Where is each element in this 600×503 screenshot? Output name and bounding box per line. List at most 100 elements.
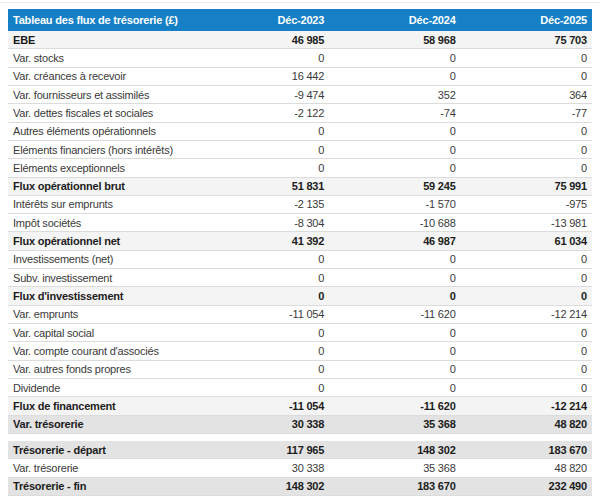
row-value: 0: [461, 290, 592, 302]
row-value: 0: [329, 253, 460, 265]
table-row: Eléments financiers (hors intérêts)000: [8, 141, 592, 159]
table-row: Flux opérationnel brut51 83159 24575 991: [8, 178, 592, 196]
table-row: Trésorerie - départ117 965148 302183 670: [8, 441, 592, 459]
row-value: -2 135: [198, 198, 329, 210]
row-label: Flux opérationnel net: [8, 235, 198, 247]
table-row: Var. trésorerie30 33835 36848 820: [8, 416, 592, 434]
row-value: 0: [198, 125, 329, 137]
row-value: 0: [198, 382, 329, 394]
row-value: 0: [198, 144, 329, 156]
row-value: 48 820: [461, 462, 592, 474]
table-row: Autres éléments opérationnels000: [8, 123, 592, 141]
row-label: Var. trésorerie: [8, 462, 198, 474]
row-label: Var. autres fonds propres: [8, 363, 198, 375]
table-summary: Trésorerie - départ117 965148 302183 670…: [8, 441, 592, 496]
row-label: Impôt sociétés: [8, 217, 198, 229]
row-value: 0: [461, 52, 592, 64]
row-value: 59 245: [329, 180, 460, 192]
row-value: 0: [329, 327, 460, 339]
row-value: 0: [329, 52, 460, 64]
row-value: 48 820: [461, 418, 592, 430]
table-row: Subv. investissement000: [8, 269, 592, 287]
row-value: 117 965: [198, 444, 329, 456]
row-value: 0: [461, 327, 592, 339]
row-label: Subv. investissement: [8, 272, 198, 284]
row-label: Eléments exceptionnels: [8, 162, 198, 174]
row-value: 183 670: [329, 480, 460, 492]
row-value: 0: [198, 345, 329, 357]
row-value: -74: [329, 107, 460, 119]
table-row: Var. autres fonds propres000: [8, 361, 592, 379]
table-row: Var. dettes fiscales et sociales-2 122-7…: [8, 104, 592, 122]
row-value: 0: [461, 125, 592, 137]
row-label: Var. créances à recevoir: [8, 70, 198, 82]
row-value: 0: [198, 272, 329, 284]
row-value: 0: [329, 144, 460, 156]
row-value: 0: [329, 70, 460, 82]
table-row: Var. créances à recevoir16 44200: [8, 68, 592, 86]
row-label: Var. emprunts: [8, 308, 198, 320]
row-label: Autres éléments opérationnels: [8, 125, 198, 137]
row-value: 0: [198, 327, 329, 339]
row-value: 0: [461, 363, 592, 375]
table-row: Dividende000: [8, 379, 592, 397]
row-label: Trésorerie - fin: [8, 480, 198, 492]
row-value: -2 122: [198, 107, 329, 119]
row-value: 46 987: [329, 235, 460, 247]
row-label: Trésorerie - départ: [8, 444, 198, 456]
row-value: -77: [461, 107, 592, 119]
table-body: EBE46 98558 96875 703Var. stocks000Var. …: [8, 31, 592, 434]
row-value: 75 991: [461, 180, 592, 192]
table-row: Trésorerie - fin148 302183 670232 490: [8, 478, 592, 496]
row-value: -12 214: [461, 308, 592, 320]
row-value: -1 570: [329, 198, 460, 210]
row-label: Flux opérationnel brut: [8, 180, 198, 192]
column-header-dec-2023: Déc-2023: [198, 14, 329, 26]
row-value: -10 688: [329, 217, 460, 229]
column-header-dec-2024: Déc-2024: [329, 14, 460, 26]
table-header-row: Tableau des flux de trésorerie (£) Déc-2…: [8, 9, 592, 31]
row-value: 0: [329, 363, 460, 375]
row-value: 0: [461, 382, 592, 394]
row-value: 0: [461, 272, 592, 284]
row-value: -975: [461, 198, 592, 210]
row-value: 0: [461, 70, 592, 82]
table-row: Var. stocks000: [8, 49, 592, 67]
table-row: Var. emprunts-11 054-11 620-12 214: [8, 306, 592, 324]
row-value: 364: [461, 89, 592, 101]
row-value: 0: [461, 253, 592, 265]
row-value: 0: [329, 345, 460, 357]
table-section-gap: [8, 434, 592, 441]
table-row: Eléments exceptionnels000: [8, 159, 592, 177]
table-title: Tableau des flux de trésorerie (£): [8, 14, 198, 26]
row-value: 35 368: [329, 418, 460, 430]
row-label: Intérêts sur emprunts: [8, 198, 198, 210]
row-value: 183 670: [461, 444, 592, 456]
row-value: 35 368: [329, 462, 460, 474]
row-label: Investissements (net): [8, 253, 198, 265]
row-value: 16 442: [198, 70, 329, 82]
row-value: 0: [329, 162, 460, 174]
row-label: Var. fournisseurs et assimilés: [8, 89, 198, 101]
row-label: Var. trésorerie: [8, 418, 198, 430]
row-value: 0: [198, 253, 329, 265]
row-value: 30 338: [198, 418, 329, 430]
table-row: Var. capital social000: [8, 324, 592, 342]
table-row: Flux opérationnel net41 39246 98761 034: [8, 232, 592, 250]
row-label: Eléments financiers (hors intérêts): [8, 144, 198, 156]
row-value: -11 620: [329, 400, 460, 412]
row-value: 352: [329, 89, 460, 101]
row-value: 0: [329, 382, 460, 394]
row-value: 0: [329, 290, 460, 302]
table-row: Flux de financement-11 054-11 620-12 214: [8, 397, 592, 415]
row-value: 148 302: [198, 480, 329, 492]
row-value: 148 302: [329, 444, 460, 456]
column-header-dec-2025: Déc-2025: [461, 14, 592, 26]
row-label: Var. stocks: [8, 52, 198, 64]
row-value: 0: [461, 345, 592, 357]
row-value: 0: [329, 125, 460, 137]
table-row: Var. compte courant d'associés000: [8, 342, 592, 360]
row-value: 75 703: [461, 34, 592, 46]
row-value: 0: [461, 144, 592, 156]
row-value: -9 474: [198, 89, 329, 101]
